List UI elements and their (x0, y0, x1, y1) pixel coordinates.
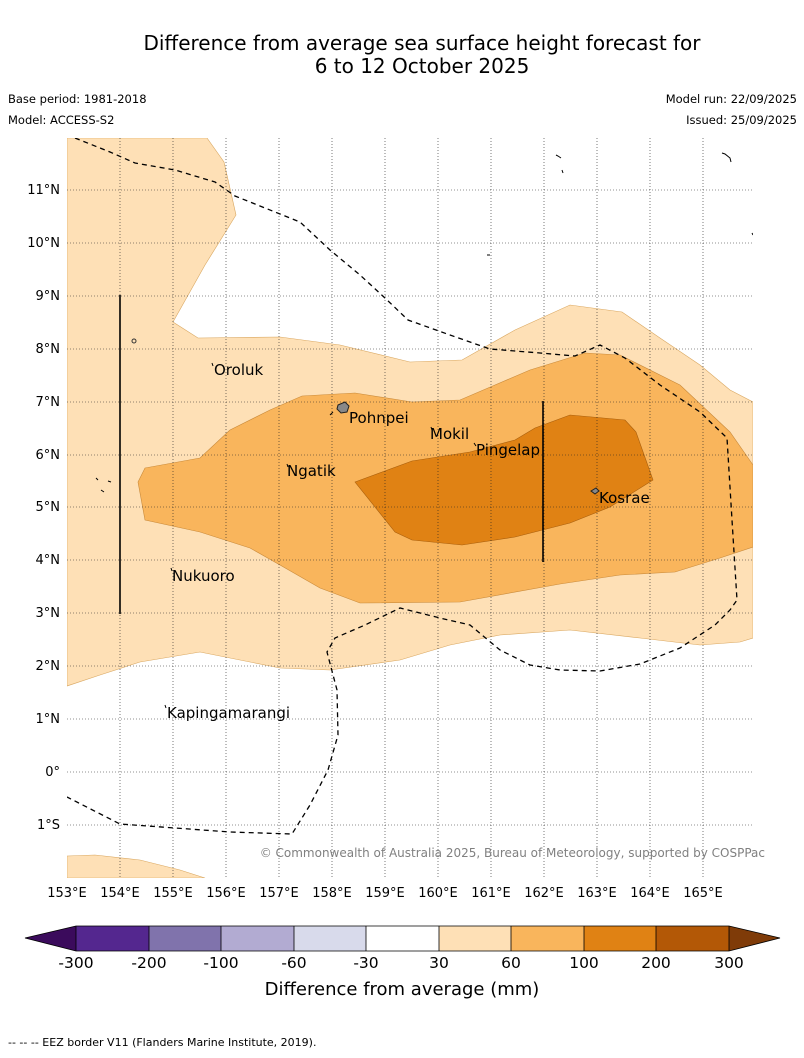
lat-tick-label: 1°S (37, 818, 60, 833)
lat-tick-label: 6°N (36, 448, 61, 463)
colorbar-swatch (76, 926, 149, 951)
place-label-mokil: Mokil (430, 425, 469, 443)
island-speck (95, 477, 112, 493)
lon-tick-label: 162°E (524, 886, 564, 901)
lat-tick-label: 0° (45, 765, 60, 780)
colorbar-swatch (294, 926, 366, 951)
colorbar-label: 60 (501, 954, 521, 972)
lon-tick-label: 165°E (683, 886, 723, 901)
place-labels: Oroluk Pohnpei Mokil Pingelap Ngatik Kos… (164, 361, 650, 722)
lat-tick-label: 5°N (36, 500, 61, 515)
colorbar-outline (24, 925, 781, 952)
lat-tick-label: 4°N (36, 553, 61, 568)
issued-date: Issued: 25/09/2025 (686, 113, 797, 127)
colorbar-title: Difference from average (mm) (265, 979, 540, 1000)
lon-tick-label: 161°E (471, 886, 511, 901)
colorbar-swatch (439, 926, 511, 951)
island-speck (721, 152, 732, 163)
place-label-pohnpei: Pohnpei (349, 409, 409, 427)
lon-tick-label: 154°E (100, 886, 140, 901)
colorbar-above-arrow (729, 926, 780, 951)
colorbar-label: 100 (569, 954, 599, 972)
colorbar-label: -100 (203, 954, 238, 972)
lon-tick-label: 159°E (365, 886, 405, 901)
lon-tick-label: 160°E (418, 886, 458, 901)
colorbar-label: -60 (281, 954, 306, 972)
colorbar-swatch (221, 926, 294, 951)
lat-tick-label: 8°N (36, 342, 61, 357)
colorbar-label: 30 (429, 954, 449, 972)
colorbar-swatch (656, 926, 729, 951)
latitude-labels: 11°N 10°N 9°N 8°N 7°N 6°N 5°N 4°N 3°N 2°… (27, 183, 60, 833)
lat-tick-label: 1°N (36, 712, 61, 727)
place-label-kapingamarangi: Kapingamarangi (167, 704, 290, 722)
lon-tick-label: 163°E (577, 886, 617, 901)
island-speck (555, 154, 564, 174)
map-plot-area (67, 138, 753, 878)
forecast-map: Oroluk Pohnpei Mokil Pingelap Ngatik Kos… (24, 138, 781, 1000)
colorbar-label: -30 (353, 954, 378, 972)
island-speck (329, 411, 334, 416)
base-period: Base period: 1981-2018 (8, 92, 147, 106)
lon-tick-label: 158°E (312, 886, 352, 901)
eez-footnote: -- -- -- EEZ border V11 (Flanders Marine… (8, 1036, 317, 1049)
lon-tick-label: 156°E (206, 886, 246, 901)
colorbar-swatch (366, 926, 439, 951)
colorbar-label: 200 (641, 954, 671, 972)
lat-tick-label: 11°N (27, 183, 60, 198)
lat-tick-label: 2°N (36, 659, 61, 674)
contour-100-200 (354, 414, 654, 546)
colorbar-swatch (584, 926, 656, 951)
model-run-date: Model run: 22/09/2025 (665, 92, 797, 106)
colorbar-labels: -300 -200 -100 -60 -30 30 60 100 200 300 (58, 954, 743, 972)
lon-tick-label: 155°E (153, 886, 193, 901)
title-line-2: 6 to 12 October 2025 (314, 54, 530, 78)
colorbar-label: -200 (131, 954, 166, 972)
title-line-1: Difference from average sea surface heig… (143, 31, 701, 55)
colorbar-label: -300 (58, 954, 93, 972)
lon-tick-label: 157°E (259, 886, 299, 901)
lon-tick-label: 164°E (630, 886, 670, 901)
place-marker (164, 362, 477, 709)
lat-tick-label: 3°N (36, 606, 61, 621)
lat-tick-label: 10°N (27, 236, 60, 251)
eez-border (67, 138, 738, 835)
island-speck (751, 232, 753, 236)
longitude-labels: 153°E 154°E 155°E 156°E 157°E 158°E 159°… (47, 886, 723, 901)
colorbar-below-arrow (25, 926, 76, 951)
island-speck (131, 338, 137, 344)
pohnpei-island (336, 401, 350, 414)
colorbar: -300 -200 -100 -60 -30 30 60 100 200 300… (24, 925, 781, 1000)
place-label-pingelap: Pingelap (476, 441, 540, 459)
place-label-oroluk: Oroluk (214, 361, 263, 379)
colorbar-swatch (511, 926, 584, 951)
model-name: Model: ACCESS-S2 (8, 113, 115, 127)
lat-tick-label: 7°N (36, 395, 61, 410)
copyright-credit: © Commonwealth of Australia 2025, Bureau… (260, 846, 765, 860)
kosrae-island (590, 487, 600, 495)
lon-tick-label: 153°E (47, 886, 87, 901)
place-label-ngatik: Ngatik (287, 462, 336, 480)
contour-30-60-south (67, 854, 206, 878)
colorbar-swatch (149, 926, 221, 951)
lat-tick-label: 9°N (36, 289, 61, 304)
colorbar-label: 300 (714, 954, 744, 972)
place-label-nukuoro: Nukuoro (172, 567, 235, 585)
map-title: Difference from average sea surface heig… (0, 32, 804, 78)
place-label-kosrae: Kosrae (599, 489, 650, 507)
graticule (67, 138, 753, 878)
